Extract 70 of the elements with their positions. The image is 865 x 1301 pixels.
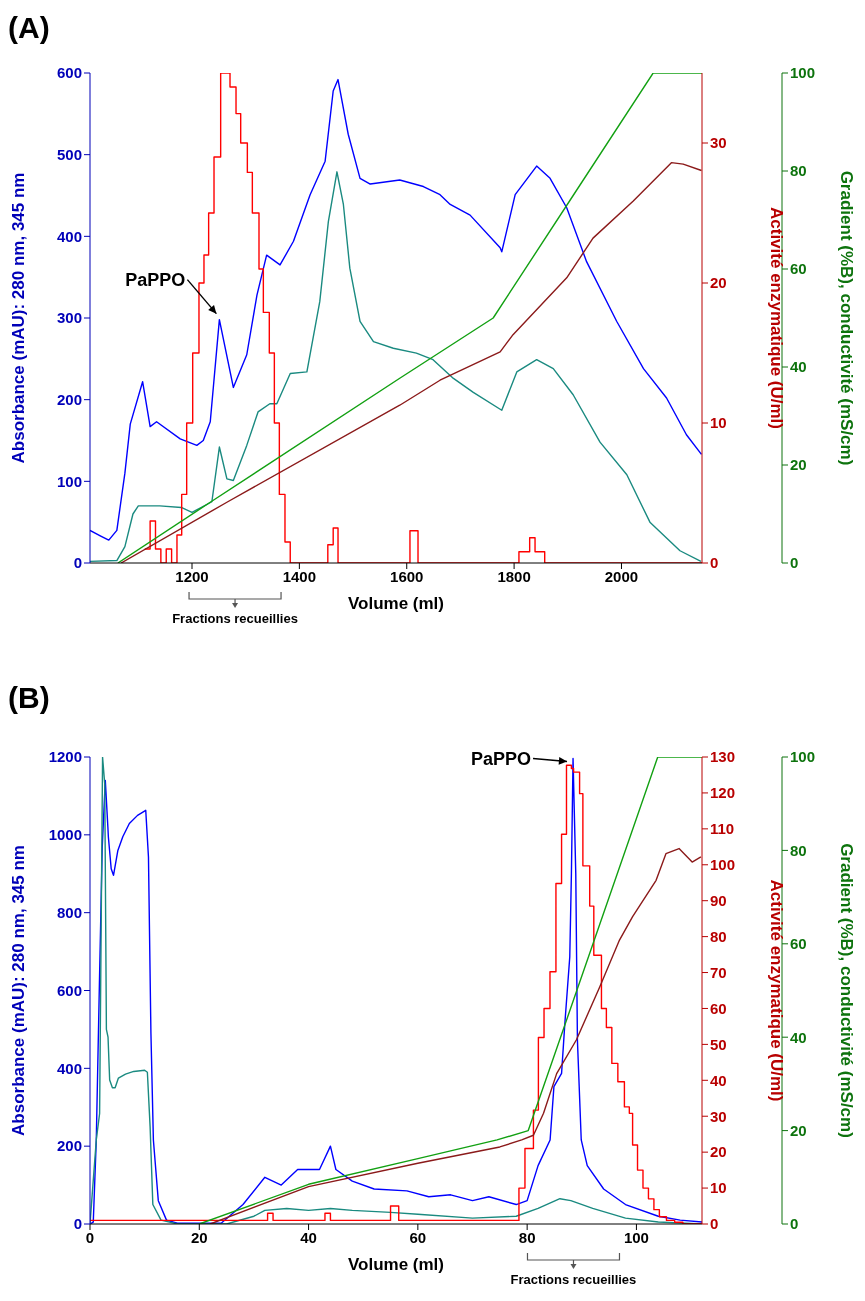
y3-tick-label: 60 <box>790 935 807 953</box>
y3-axis-title: Gradient (%B), conductivité (mS/cm) <box>836 843 856 1138</box>
y3-tick-label: 80 <box>790 162 807 180</box>
y3-tick-label: 100 <box>790 748 816 766</box>
y2-tick-label: 10 <box>710 414 727 432</box>
y2-tick-label: 100 <box>710 856 736 874</box>
y2-tick-label: 70 <box>710 963 727 981</box>
text: Fractions recueillies <box>172 611 298 626</box>
x-tick-label: 1600 <box>390 567 424 585</box>
x-tick-label: 40 <box>300 1228 317 1246</box>
y2-tick-label: 30 <box>710 1107 727 1125</box>
y-tick-label: 400 <box>56 1059 82 1077</box>
x-tick-label: 2000 <box>604 567 639 585</box>
x-tick-label: 60 <box>409 1228 427 1246</box>
y3-tick-label: 80 <box>790 841 807 859</box>
y3-tick-label: 0 <box>790 554 799 572</box>
y2-tick-label: 20 <box>710 1143 727 1161</box>
y-tick-label: 500 <box>56 145 82 163</box>
x-tick-label: 1400 <box>282 567 317 585</box>
chart-title: (B) <box>8 680 51 716</box>
y2-tick-label: 0 <box>710 554 719 572</box>
y-tick-label: 600 <box>56 981 82 999</box>
y2-tick-label: 90 <box>710 892 727 910</box>
y3-tick-label: 100 <box>790 64 816 82</box>
y2-tick-label: 130 <box>710 748 736 766</box>
x-axis-title: Volume (ml) <box>347 594 445 614</box>
y3-tick-label: 0 <box>790 1215 799 1233</box>
y2-tick-label: 120 <box>710 784 736 802</box>
x-tick-label: 1800 <box>497 567 531 585</box>
x-axis-title: Volume (ml) <box>347 1255 445 1275</box>
y-tick-label: 1000 <box>48 826 82 844</box>
x-tick-label: 0 <box>85 1228 95 1246</box>
y-tick-label: 400 <box>56 227 82 245</box>
y-tick-label: 0 <box>73 554 82 572</box>
y3-axis-title: Gradient (%B), conductivité (mS/cm) <box>836 170 856 466</box>
y-tick-label: 0 <box>73 1215 82 1233</box>
y2-tick-label: 0 <box>710 1215 719 1233</box>
y-axis-title: Absorbance (mAU): 280 nm, 345 nm <box>9 172 29 464</box>
text: Fractions recueillies <box>510 1272 637 1287</box>
y-tick-label: 100 <box>56 472 82 490</box>
y-tick-label: 1200 <box>48 748 82 766</box>
x-tick-label: 1200 <box>175 567 209 585</box>
y-tick-label: 200 <box>56 390 82 408</box>
y3-tick-label: 20 <box>790 1121 807 1139</box>
annotation: PaPPO <box>125 269 186 290</box>
y3-tick-label: 40 <box>790 358 807 376</box>
y2-tick-label: 110 <box>710 820 735 838</box>
y2-tick-label: 60 <box>710 999 727 1017</box>
y2-tick-label: 10 <box>710 1179 727 1197</box>
y2-tick-label: 40 <box>710 1071 727 1089</box>
y2-axis-title: Activité enzymatique (U/ml) <box>766 207 786 429</box>
x-tick-label: 20 <box>190 1228 208 1246</box>
x-tick-label: 80 <box>518 1228 536 1246</box>
y-tick-label: 800 <box>56 903 82 921</box>
y2-tick-label: 50 <box>710 1035 727 1053</box>
y2-axis-title: Activité enzymatique (U/ml) <box>766 879 786 1102</box>
annotation: PaPPO <box>471 748 532 769</box>
y-tick-label: 200 <box>56 1137 82 1155</box>
x-tick-label: 100 <box>623 1228 649 1246</box>
y-tick-label: 600 <box>56 64 82 82</box>
y3-tick-label: 20 <box>790 456 807 474</box>
y3-tick-label: 60 <box>790 260 807 278</box>
y2-tick-label: 30 <box>710 134 727 152</box>
line-series <box>209 847 702 1224</box>
y2-tick-label: 20 <box>710 274 727 292</box>
y2-tick-label: 80 <box>710 927 727 945</box>
y-tick-label: 300 <box>56 309 82 327</box>
chart-title: (A) <box>8 10 51 46</box>
y-axis-title: Absorbance (mAU): 280 nm, 345 nm <box>9 845 29 1136</box>
y3-tick-label: 40 <box>790 1028 807 1046</box>
